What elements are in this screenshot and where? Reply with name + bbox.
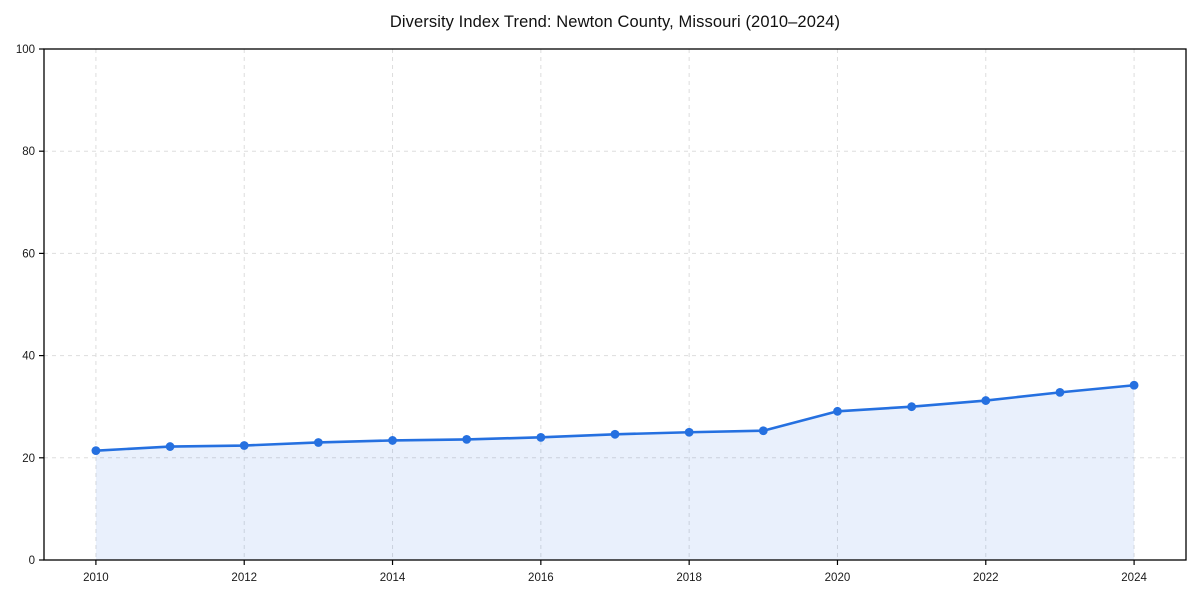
x-tick-label: 2018 (676, 572, 702, 584)
y-tick-label: 40 (22, 351, 35, 363)
data-point (313, 438, 323, 447)
y-tick-label: 20 (22, 453, 35, 465)
y-tick-label: 0 (29, 555, 35, 567)
data-point (684, 427, 694, 437)
x-tick-label: 2012 (231, 572, 257, 584)
data-point (981, 396, 991, 405)
y-tick-label: 100 (16, 44, 35, 56)
y-tick-label: 60 (22, 248, 35, 260)
chart-title: Diversity Index Trend: Newton County, Mi… (389, 13, 841, 31)
x-tick-label: 2022 (973, 572, 999, 584)
x-tick-label: 2014 (380, 572, 406, 584)
plot-border (43, 48, 1187, 561)
x-tick-label: 2016 (528, 572, 554, 584)
data-point (1129, 380, 1139, 390)
data-point (239, 441, 249, 450)
data-point (758, 426, 768, 436)
data-point (536, 432, 546, 442)
data-point (91, 446, 101, 456)
data-point (907, 402, 917, 412)
data-point (388, 436, 397, 445)
data-point (833, 406, 842, 416)
data-point (165, 442, 175, 451)
data-point (462, 435, 472, 444)
data-point (1055, 387, 1065, 397)
x-tick-label: 2010 (83, 572, 109, 584)
x-tick-label: 2024 (1121, 572, 1147, 584)
data-point (610, 429, 620, 439)
area-fill (95, 385, 1135, 560)
x-tick-label: 2020 (825, 572, 851, 584)
y-tick-label: 80 (22, 146, 35, 158)
